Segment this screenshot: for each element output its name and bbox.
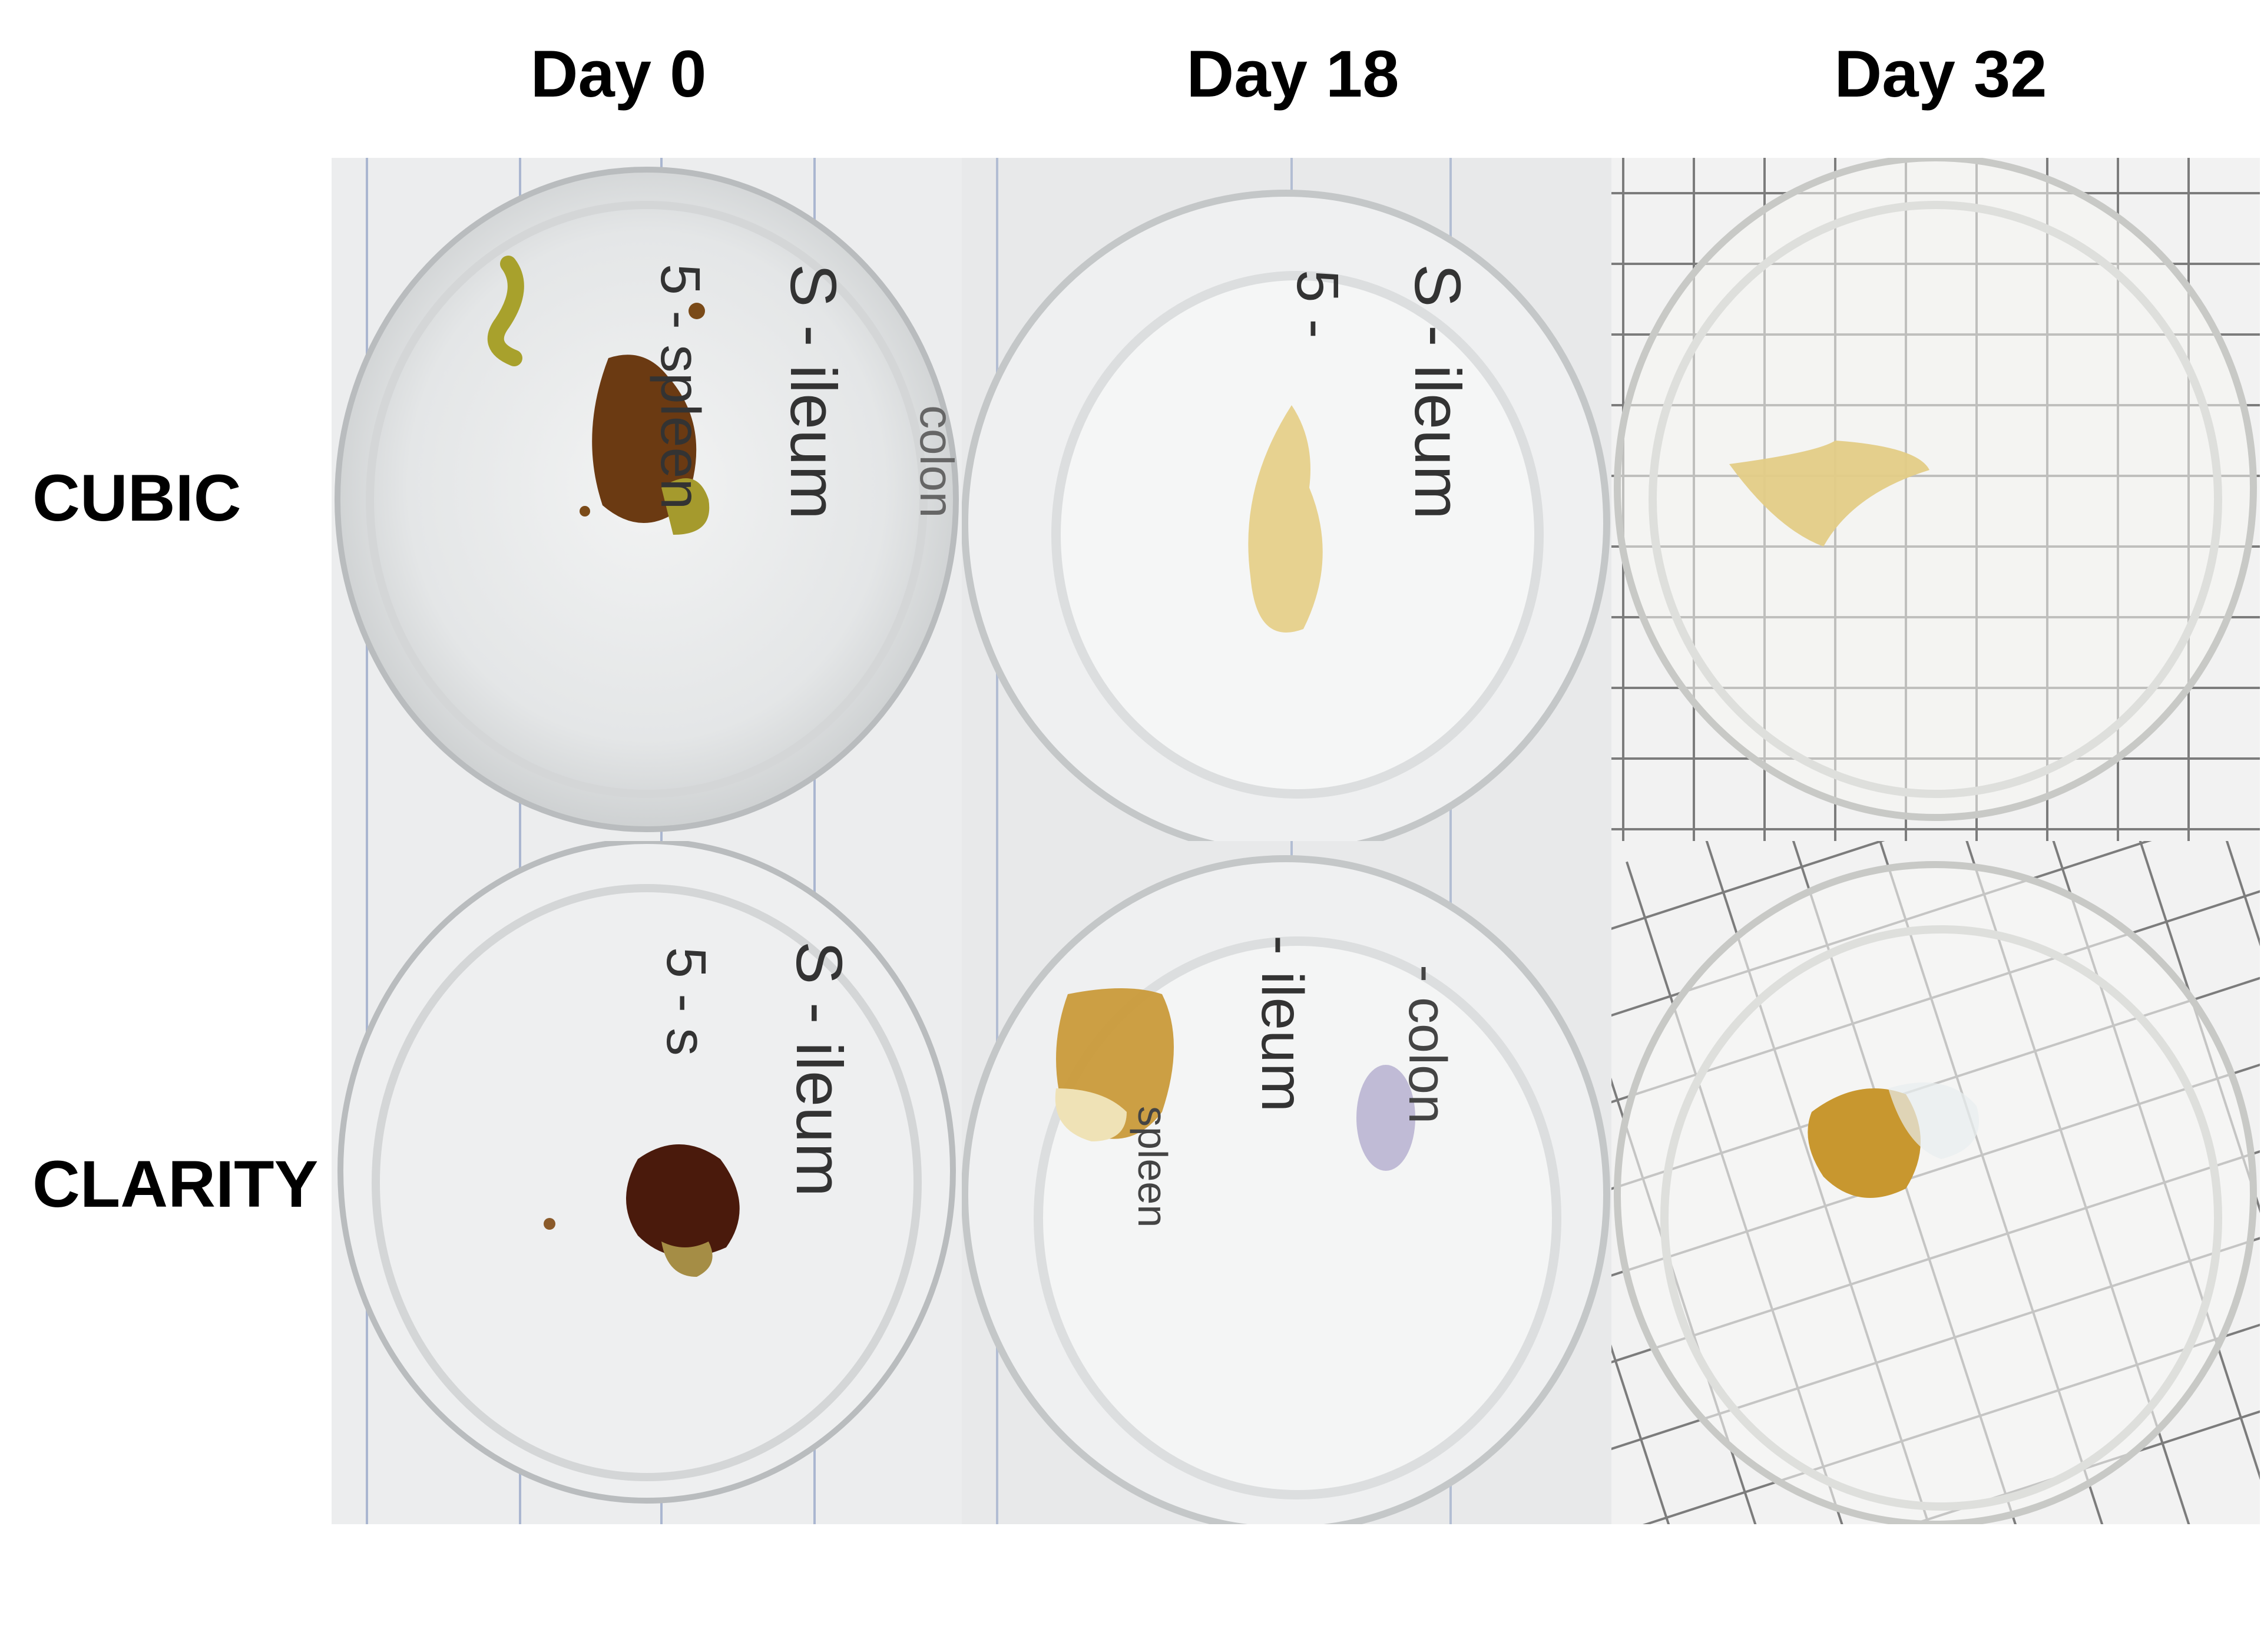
row-label-cubic: CUBIC (32, 461, 241, 535)
svg-text:5 -: 5 - (1285, 270, 1351, 339)
photo-clarity-day-32 (1611, 841, 2260, 1524)
column-label-day-32: Day 32 (1834, 37, 2047, 111)
svg-text:spleen: spleen (1130, 1106, 1176, 1227)
column-label-day-0: Day 0 (530, 37, 707, 111)
photo-cubic-day-32 (1611, 158, 2260, 841)
photo-clarity-day-0: S - ileum 5 - s (332, 841, 962, 1524)
row-label-clarity: CLARITY (32, 1147, 319, 1221)
svg-text:- ileum: - ileum (1249, 935, 1315, 1112)
svg-text:5 - spleen: 5 - spleen (649, 264, 711, 509)
svg-text:S - ileum: S - ileum (783, 941, 855, 1197)
svg-text:colon: colon (911, 405, 962, 518)
photo-clarity-day-18: - ileum - colon spleen (962, 841, 1611, 1524)
svg-text:- colon: - colon (1398, 965, 1457, 1124)
photo-cubic-day-0: S - ileum 5 - spleen colon (332, 158, 962, 841)
svg-text:5 - s: 5 - s (655, 947, 717, 1056)
svg-text:S - ileum: S - ileum (1401, 264, 1474, 519)
column-label-day-18: Day 18 (1186, 37, 1399, 111)
svg-text:S - ileum: S - ileum (777, 264, 849, 519)
photo-cubic-day-18: S - ileum 5 - (962, 158, 1611, 841)
